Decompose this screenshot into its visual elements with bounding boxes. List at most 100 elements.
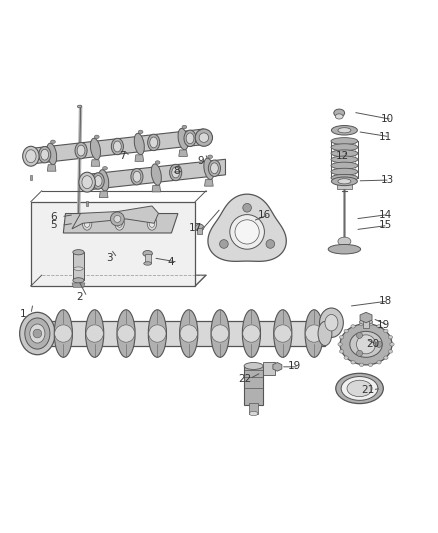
Ellipse shape	[144, 262, 152, 265]
Bar	[30, 175, 32, 180]
Polygon shape	[47, 165, 56, 171]
Ellipse shape	[138, 130, 143, 134]
Polygon shape	[64, 214, 178, 233]
Ellipse shape	[368, 322, 373, 326]
Circle shape	[357, 350, 363, 357]
Ellipse shape	[133, 171, 141, 182]
Ellipse shape	[339, 335, 344, 339]
Bar	[244, 366, 263, 405]
Polygon shape	[72, 283, 85, 287]
Circle shape	[117, 325, 134, 342]
Ellipse shape	[182, 125, 187, 129]
Bar	[249, 403, 258, 414]
Text: 7: 7	[120, 151, 126, 161]
Polygon shape	[135, 155, 144, 161]
Circle shape	[266, 240, 275, 248]
Bar	[31, 201, 195, 286]
Text: 15: 15	[379, 221, 392, 230]
Text: 11: 11	[379, 132, 392, 142]
Ellipse shape	[186, 133, 194, 144]
Ellipse shape	[155, 161, 160, 164]
Bar	[337, 181, 352, 189]
Ellipse shape	[334, 109, 345, 117]
Ellipse shape	[172, 167, 180, 178]
Ellipse shape	[150, 137, 158, 148]
Circle shape	[86, 325, 103, 342]
Ellipse shape	[347, 380, 372, 397]
Text: 19: 19	[377, 320, 390, 330]
Ellipse shape	[336, 373, 383, 403]
Circle shape	[212, 325, 229, 342]
Ellipse shape	[338, 237, 351, 246]
Circle shape	[219, 240, 228, 248]
Ellipse shape	[195, 224, 204, 231]
Text: 18: 18	[379, 296, 392, 306]
Polygon shape	[152, 185, 161, 192]
Ellipse shape	[195, 129, 212, 146]
Ellipse shape	[377, 325, 381, 328]
Polygon shape	[273, 362, 282, 371]
Text: 12: 12	[336, 151, 349, 161]
Ellipse shape	[336, 114, 343, 119]
Text: 9: 9	[198, 156, 204, 166]
Text: 16: 16	[258, 209, 271, 220]
Polygon shape	[360, 312, 372, 322]
Ellipse shape	[331, 156, 358, 163]
Polygon shape	[208, 194, 286, 261]
Ellipse shape	[249, 411, 258, 416]
Ellipse shape	[92, 173, 104, 189]
Ellipse shape	[211, 310, 229, 357]
Ellipse shape	[211, 163, 218, 174]
Bar	[50, 321, 325, 345]
Ellipse shape	[390, 343, 394, 346]
Ellipse shape	[331, 150, 358, 157]
Bar	[363, 321, 369, 328]
Ellipse shape	[384, 356, 388, 359]
Ellipse shape	[143, 251, 152, 256]
Ellipse shape	[338, 343, 342, 346]
Ellipse shape	[359, 322, 364, 326]
Ellipse shape	[46, 143, 57, 165]
Text: 21: 21	[362, 385, 375, 395]
Text: 6: 6	[50, 212, 57, 222]
Ellipse shape	[331, 168, 358, 175]
Polygon shape	[205, 180, 213, 186]
Ellipse shape	[208, 155, 212, 158]
Ellipse shape	[180, 310, 198, 357]
Ellipse shape	[325, 314, 338, 331]
Circle shape	[55, 325, 72, 342]
Ellipse shape	[99, 169, 109, 191]
Circle shape	[230, 215, 265, 249]
Ellipse shape	[338, 128, 351, 133]
Ellipse shape	[208, 160, 220, 176]
Circle shape	[274, 325, 291, 342]
Ellipse shape	[351, 325, 355, 328]
Ellipse shape	[350, 332, 382, 357]
Bar	[331, 141, 358, 178]
Ellipse shape	[359, 363, 364, 367]
Ellipse shape	[274, 310, 292, 357]
Ellipse shape	[78, 222, 82, 224]
Ellipse shape	[339, 350, 344, 353]
Ellipse shape	[318, 321, 332, 345]
Text: 20: 20	[366, 340, 379, 349]
Text: 14: 14	[379, 209, 392, 220]
Text: 10: 10	[381, 115, 394, 125]
Bar	[73, 252, 84, 280]
Ellipse shape	[360, 319, 372, 325]
Bar	[263, 361, 275, 375]
Ellipse shape	[82, 176, 92, 189]
Ellipse shape	[79, 172, 95, 192]
Ellipse shape	[78, 105, 82, 108]
Ellipse shape	[388, 335, 392, 339]
Polygon shape	[72, 206, 159, 229]
Circle shape	[180, 325, 198, 342]
Circle shape	[357, 332, 363, 338]
Text: 2: 2	[76, 292, 83, 302]
Ellipse shape	[23, 146, 39, 166]
Ellipse shape	[149, 219, 155, 228]
Ellipse shape	[384, 329, 388, 333]
Ellipse shape	[26, 150, 36, 163]
Ellipse shape	[331, 162, 358, 169]
Bar	[145, 254, 151, 263]
